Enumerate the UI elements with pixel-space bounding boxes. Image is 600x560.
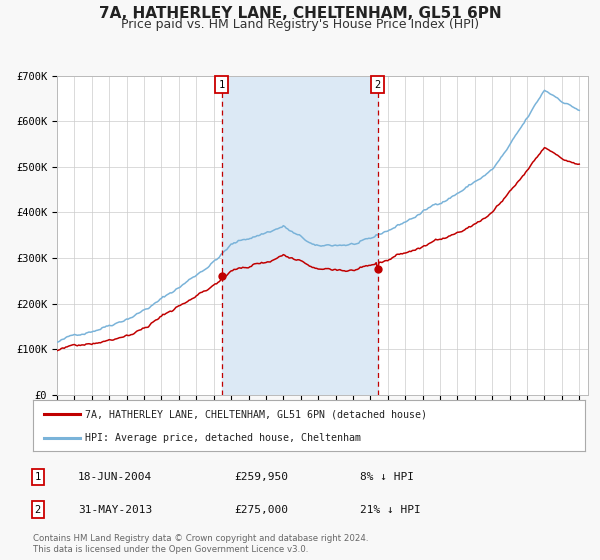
Bar <box>221 76 377 395</box>
Text: Price paid vs. HM Land Registry's House Price Index (HPI): Price paid vs. HM Land Registry's House … <box>121 18 479 31</box>
Text: 7A, HATHERLEY LANE, CHELTENHAM, GL51 6PN (detached house): 7A, HATHERLEY LANE, CHELTENHAM, GL51 6PN… <box>85 409 427 419</box>
Text: 2: 2 <box>35 505 41 515</box>
Text: 8% ↓ HPI: 8% ↓ HPI <box>360 472 414 482</box>
Text: 18-JUN-2004: 18-JUN-2004 <box>78 472 152 482</box>
Text: Contains HM Land Registry data © Crown copyright and database right 2024.: Contains HM Land Registry data © Crown c… <box>33 534 368 543</box>
Text: £259,950: £259,950 <box>234 472 288 482</box>
Text: HPI: Average price, detached house, Cheltenham: HPI: Average price, detached house, Chel… <box>85 433 361 443</box>
Text: £275,000: £275,000 <box>234 505 288 515</box>
Text: 7A, HATHERLEY LANE, CHELTENHAM, GL51 6PN: 7A, HATHERLEY LANE, CHELTENHAM, GL51 6PN <box>98 6 502 21</box>
Text: 31-MAY-2013: 31-MAY-2013 <box>78 505 152 515</box>
Text: 1: 1 <box>35 472 41 482</box>
Text: 2: 2 <box>374 80 380 90</box>
Text: 21% ↓ HPI: 21% ↓ HPI <box>360 505 421 515</box>
Text: This data is licensed under the Open Government Licence v3.0.: This data is licensed under the Open Gov… <box>33 545 308 554</box>
Text: 1: 1 <box>218 80 225 90</box>
